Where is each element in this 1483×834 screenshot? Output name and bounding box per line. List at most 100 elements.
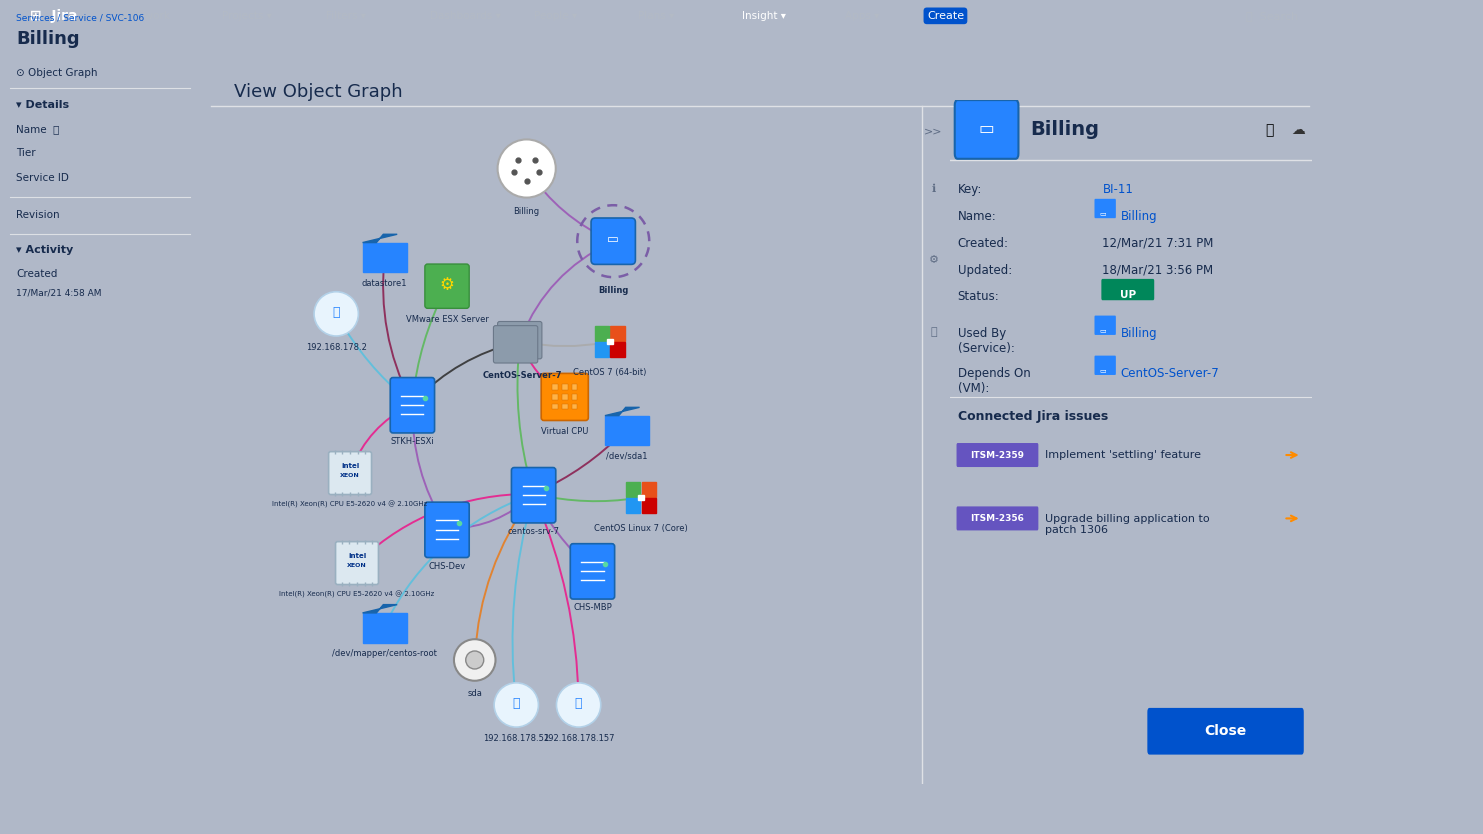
Text: Billing: Billing bbox=[1031, 120, 1099, 139]
Text: UP: UP bbox=[1120, 289, 1136, 299]
Text: ⚙: ⚙ bbox=[439, 276, 454, 294]
FancyBboxPatch shape bbox=[552, 404, 558, 409]
Text: Depends On
(VM):: Depends On (VM): bbox=[958, 367, 1031, 395]
Polygon shape bbox=[642, 482, 655, 496]
Text: Close: Close bbox=[1204, 724, 1247, 738]
FancyArrowPatch shape bbox=[360, 494, 531, 560]
FancyArrowPatch shape bbox=[411, 289, 446, 399]
FancyBboxPatch shape bbox=[424, 264, 469, 309]
Text: 18/Mar/21 3:56 PM: 18/Mar/21 3:56 PM bbox=[1102, 264, 1213, 277]
Text: Name:: Name: bbox=[958, 210, 997, 224]
Text: Service ID: Service ID bbox=[16, 173, 68, 183]
Text: 17/Mar/21 4:58 AM: 17/Mar/21 4:58 AM bbox=[16, 289, 101, 297]
Polygon shape bbox=[595, 342, 610, 357]
Polygon shape bbox=[362, 605, 397, 613]
Circle shape bbox=[454, 639, 495, 681]
Text: sda: sda bbox=[467, 689, 482, 698]
Text: ☁: ☁ bbox=[1292, 123, 1305, 137]
FancyBboxPatch shape bbox=[957, 443, 1038, 467]
FancyArrowPatch shape bbox=[535, 496, 589, 567]
Text: intel: intel bbox=[349, 553, 366, 559]
Text: intel: intel bbox=[341, 463, 359, 470]
FancyBboxPatch shape bbox=[1094, 355, 1115, 375]
Text: Filters ▾: Filters ▾ bbox=[326, 11, 366, 21]
FancyArrowPatch shape bbox=[537, 495, 636, 501]
Text: Upgrade billing application to
patch 1306: Upgrade billing application to patch 130… bbox=[1044, 514, 1209, 535]
FancyBboxPatch shape bbox=[955, 100, 1019, 158]
FancyArrowPatch shape bbox=[351, 405, 409, 469]
Circle shape bbox=[466, 651, 483, 669]
FancyBboxPatch shape bbox=[1148, 708, 1304, 755]
Text: 🔒: 🔒 bbox=[930, 327, 937, 337]
FancyArrowPatch shape bbox=[513, 496, 532, 700]
FancyBboxPatch shape bbox=[512, 468, 556, 523]
Text: Virtual CPU: Virtual CPU bbox=[541, 427, 589, 436]
Text: CHS-MBP: CHS-MBP bbox=[572, 603, 612, 612]
FancyBboxPatch shape bbox=[390, 378, 435, 433]
FancyArrowPatch shape bbox=[412, 407, 445, 525]
Text: ▭: ▭ bbox=[1099, 327, 1106, 334]
FancyArrowPatch shape bbox=[537, 432, 624, 493]
FancyBboxPatch shape bbox=[552, 394, 558, 399]
FancyArrowPatch shape bbox=[387, 495, 531, 621]
Text: 12/Mar/21 7:31 PM: 12/Mar/21 7:31 PM bbox=[1102, 237, 1213, 250]
FancyBboxPatch shape bbox=[592, 218, 635, 264]
Text: ▭: ▭ bbox=[1099, 367, 1106, 374]
FancyBboxPatch shape bbox=[571, 394, 577, 399]
Text: centos-srv-7: centos-srv-7 bbox=[507, 527, 559, 536]
Text: ⊞  Jira: ⊞ Jira bbox=[30, 9, 77, 23]
Text: Intel(R) Xeon(R) CPU E5-2620 v4 @ 2.10GHz: Intel(R) Xeon(R) CPU E5-2620 v4 @ 2.10GH… bbox=[273, 500, 427, 508]
Text: Implement 'settling' feature: Implement 'settling' feature bbox=[1044, 450, 1201, 460]
Text: ▭: ▭ bbox=[979, 120, 995, 138]
FancyBboxPatch shape bbox=[571, 544, 614, 599]
Text: ▭: ▭ bbox=[608, 234, 618, 246]
Polygon shape bbox=[642, 498, 655, 513]
Text: 192.168.178.2: 192.168.178.2 bbox=[305, 343, 366, 352]
FancyArrowPatch shape bbox=[528, 171, 608, 239]
Text: Create: Create bbox=[927, 11, 964, 21]
Text: Tier: Tier bbox=[16, 148, 36, 158]
Text: ITSM-2359: ITSM-2359 bbox=[970, 450, 1025, 460]
Text: 🐍: 🐍 bbox=[1265, 123, 1274, 137]
Text: Dashboards ▾: Dashboards ▾ bbox=[430, 11, 501, 21]
Text: Services / Service / SVC-106: Services / Service / SVC-106 bbox=[16, 13, 144, 22]
Polygon shape bbox=[605, 415, 650, 445]
Text: Insight ▾: Insight ▾ bbox=[742, 11, 786, 21]
Text: datastore1: datastore1 bbox=[362, 279, 408, 288]
Text: Billing: Billing bbox=[513, 207, 540, 215]
FancyBboxPatch shape bbox=[329, 452, 372, 495]
Text: Created:: Created: bbox=[958, 237, 1008, 250]
FancyBboxPatch shape bbox=[498, 321, 541, 359]
Text: Projects ▾: Projects ▾ bbox=[222, 11, 273, 21]
Polygon shape bbox=[362, 613, 406, 643]
Text: ▾ Activity: ▾ Activity bbox=[16, 244, 73, 254]
Text: 🔍  Search: 🔍 Search bbox=[1246, 11, 1298, 21]
FancyArrowPatch shape bbox=[452, 495, 531, 530]
Polygon shape bbox=[595, 326, 610, 341]
Circle shape bbox=[498, 139, 556, 198]
Text: VMware ESX Server: VMware ESX Server bbox=[405, 315, 488, 324]
Text: 192.168.178.157: 192.168.178.157 bbox=[543, 734, 614, 743]
Polygon shape bbox=[362, 243, 406, 273]
Polygon shape bbox=[638, 495, 644, 500]
Polygon shape bbox=[362, 234, 397, 243]
FancyBboxPatch shape bbox=[1102, 279, 1154, 300]
Text: CentOS-Server-7: CentOS-Server-7 bbox=[483, 370, 562, 379]
Polygon shape bbox=[607, 339, 612, 344]
Text: 🖧: 🖧 bbox=[575, 697, 583, 710]
Text: CentOS 7 (64-bit): CentOS 7 (64-bit) bbox=[572, 368, 647, 377]
Text: ▾ Details: ▾ Details bbox=[16, 100, 70, 110]
Text: Used By
(Service):: Used By (Service): bbox=[958, 327, 1014, 355]
Text: >>: >> bbox=[924, 126, 943, 136]
Text: XEON: XEON bbox=[340, 474, 360, 479]
FancyArrowPatch shape bbox=[522, 341, 605, 346]
Text: ITSM-2356: ITSM-2356 bbox=[970, 514, 1025, 523]
FancyBboxPatch shape bbox=[571, 384, 577, 390]
Circle shape bbox=[556, 683, 601, 727]
Text: Name  🏷: Name 🏷 bbox=[16, 124, 59, 134]
Text: Updated:: Updated: bbox=[958, 264, 1011, 277]
Text: Key:: Key: bbox=[958, 183, 982, 197]
Text: People ▾: People ▾ bbox=[534, 11, 577, 21]
Text: Connected Jira issues: Connected Jira issues bbox=[958, 410, 1108, 424]
Text: ▭: ▭ bbox=[1099, 210, 1106, 217]
